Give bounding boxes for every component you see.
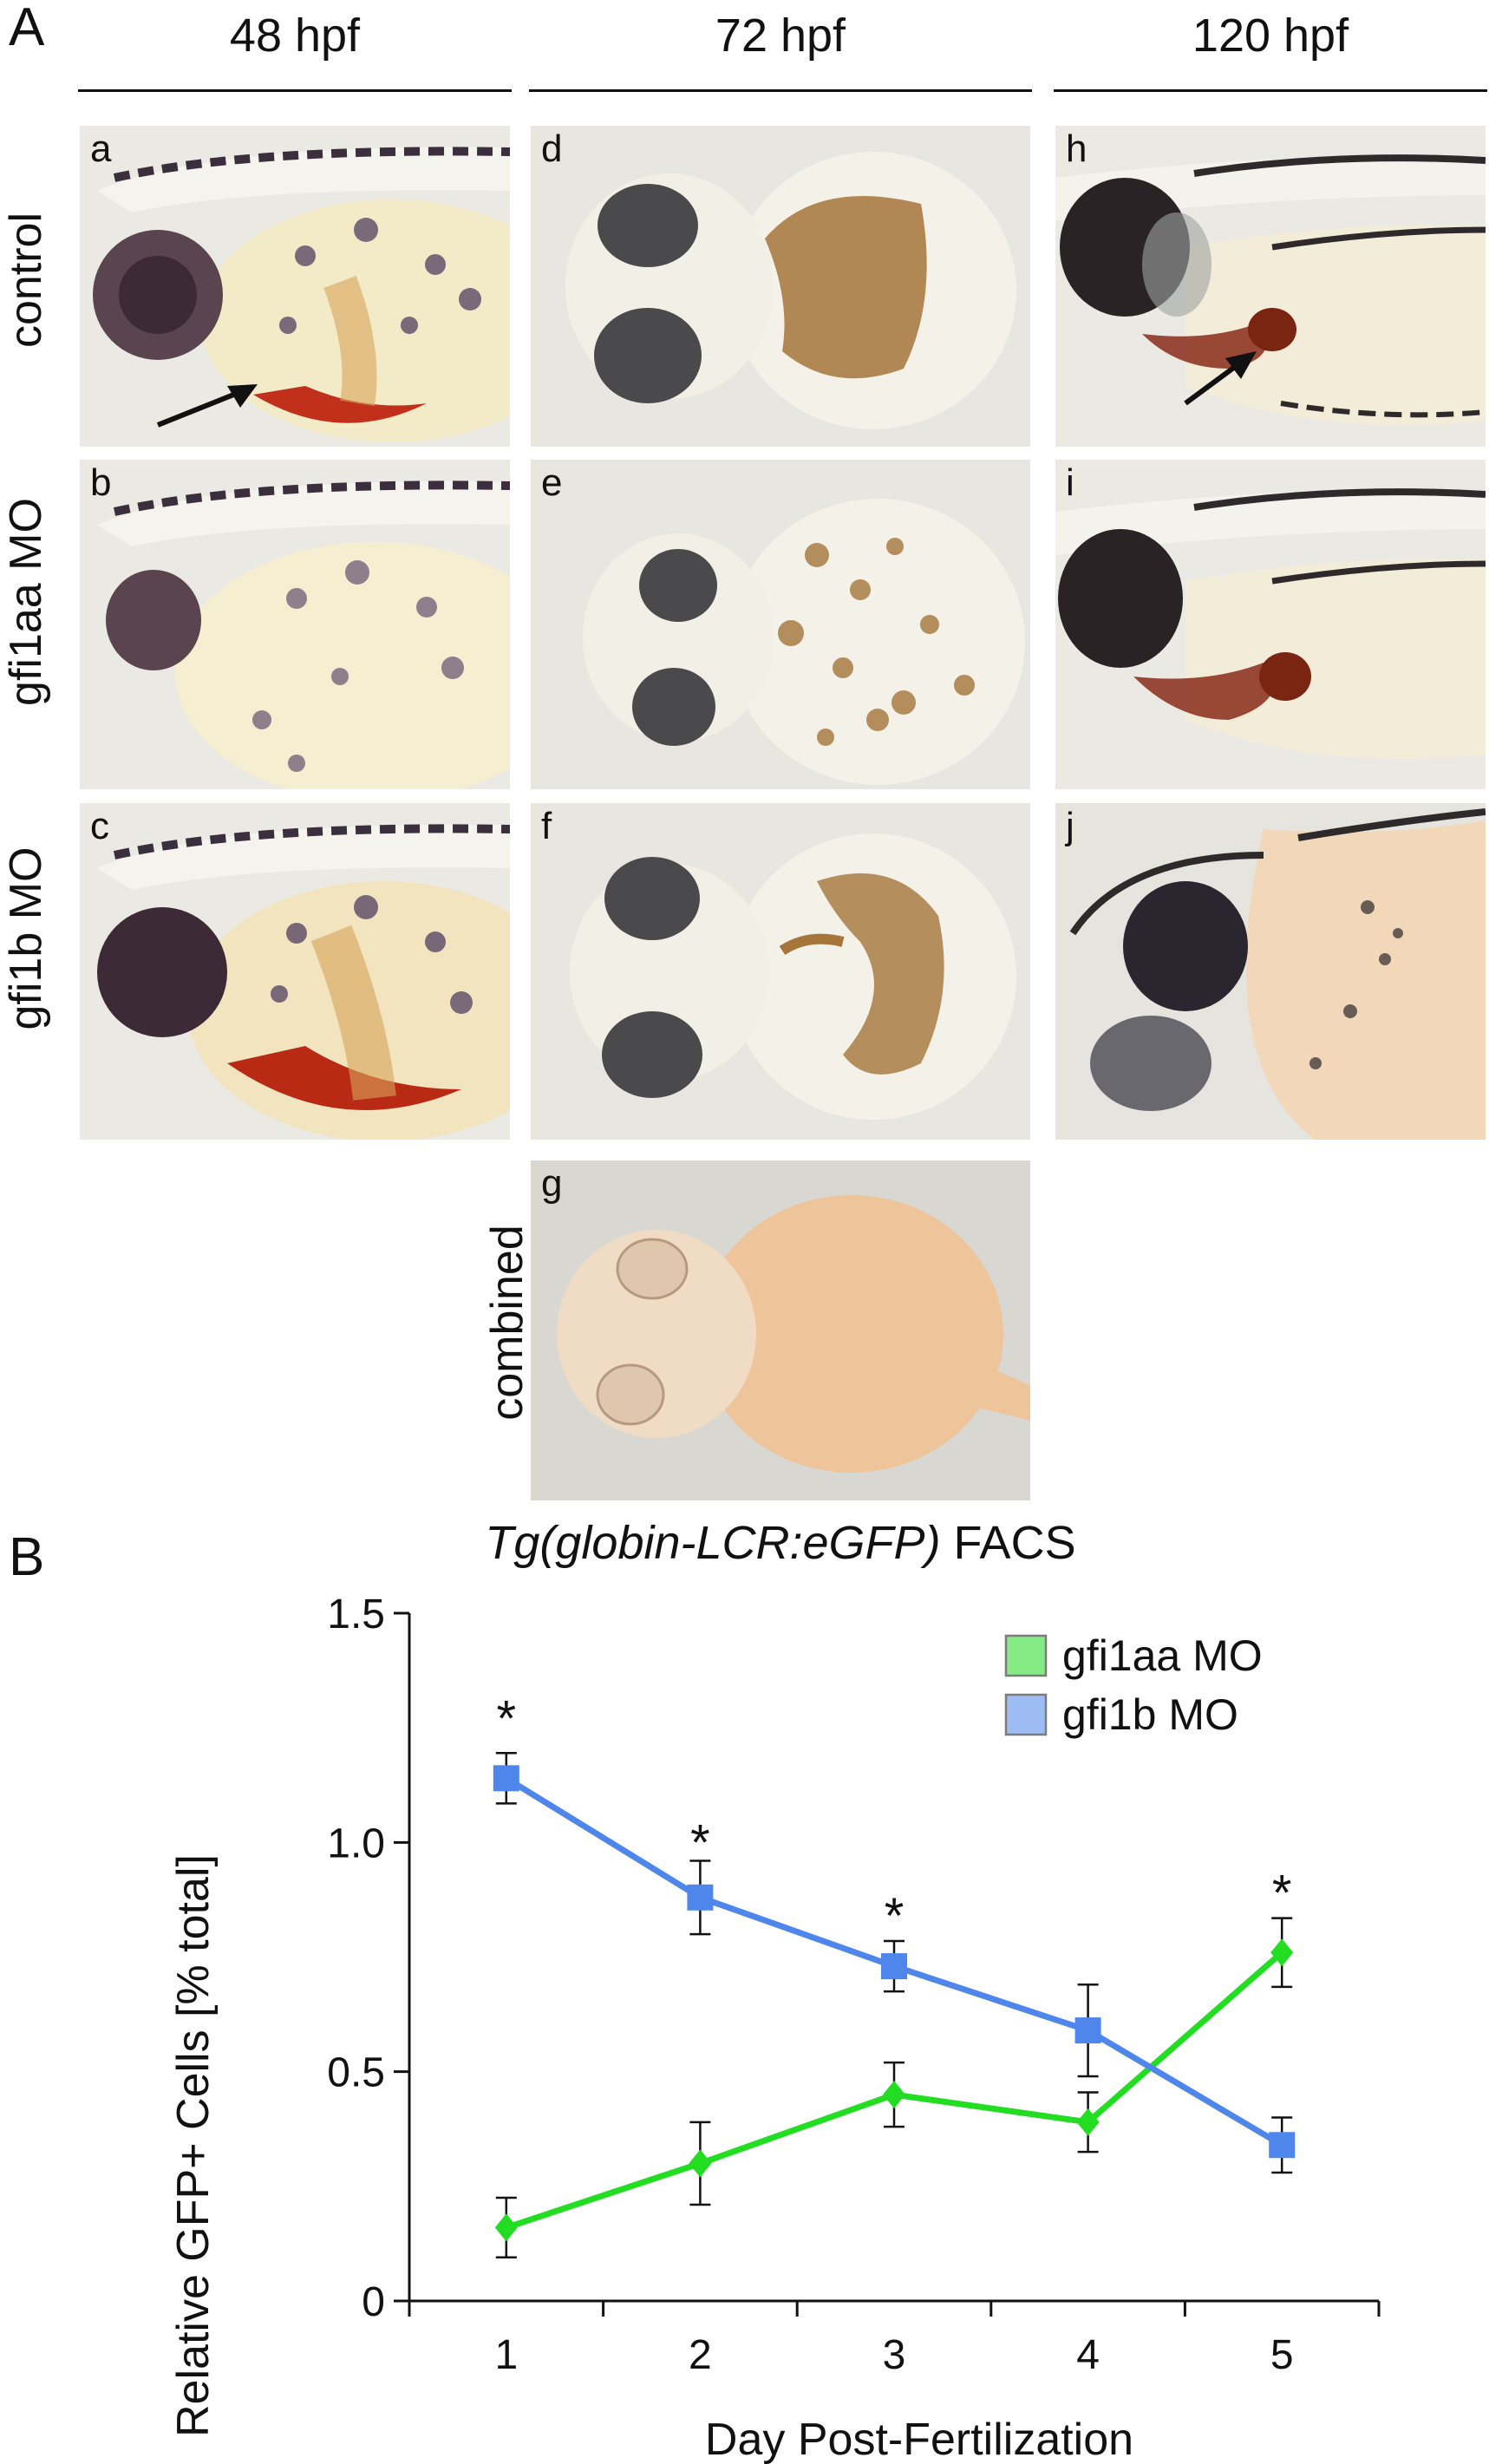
column-rule-48hpf: [78, 89, 512, 92]
data-point-square: [493, 1765, 519, 1792]
legend-item-1: gfi1aa MO: [1004, 1631, 1263, 1680]
image-e-gfi1aa-mo-72hpf: e: [531, 460, 1030, 789]
data-point-square: [1074, 2017, 1101, 2044]
image-f-gfi1b-mo-72hpf: f: [531, 803, 1030, 1140]
row-label-combined: combined: [482, 1225, 532, 1421]
legend-swatch: [1004, 1693, 1048, 1736]
y-tick-label: 1.0: [327, 1820, 385, 1866]
chart-title-rest: FACS: [941, 1522, 1076, 1569]
x-tick-label: 1: [494, 2332, 518, 2378]
x-tick-label: 3: [883, 2332, 906, 2378]
significance-star: *: [497, 1691, 517, 1748]
subpanel-letter-c: c: [90, 805, 109, 847]
larva-lateral-illustration: [1069, 808, 1486, 1140]
subpanel-letter-j: j: [1066, 805, 1074, 847]
data-point-diamond: [689, 2149, 712, 2178]
chart-title: Tg(globin-LCR:eGFP) FACS: [485, 1522, 1075, 1569]
chart-title-italic: Tg(globin-LCR:eGFP): [485, 1522, 940, 1569]
embryo-ventral-illustration: [583, 499, 1025, 785]
chart-axes: 0 0.5 1.0 1.5 1 2 3 4 5: [327, 1591, 1381, 2378]
subpanel-letter-e: e: [541, 461, 563, 504]
column-header-72hpf: 72 hpf: [715, 10, 846, 62]
significance-star: *: [690, 1814, 710, 1871]
embryo-lateral-illustration: [93, 147, 510, 442]
larva-lateral-illustration: [1055, 488, 1486, 759]
row-label-control: control: [1, 212, 51, 349]
image-c-gfi1b-mo-48hpf: c: [80, 803, 510, 1140]
significance-star: *: [1272, 1865, 1292, 1921]
gfp-facs-line-chart: Tg(globin-LCR:eGFP) FACS Relative GFP+ C…: [168, 1522, 1381, 2464]
image-d-control-72hpf: d: [531, 126, 1030, 447]
y-tick-label: 0: [362, 2279, 385, 2325]
data-point-diamond: [494, 2213, 518, 2242]
x-axis-label: Day Post-Fertilization: [705, 2415, 1133, 2464]
image-j-gfi1b-mo-120hpf: j: [1055, 803, 1486, 1140]
legend-swatch: [1004, 1634, 1048, 1677]
embryo-ventral-illustration: [557, 1195, 1030, 1473]
row-label-gfi1aa-mo: gfi1aa MO: [1, 498, 51, 706]
x-tick-label: 5: [1270, 2332, 1294, 2378]
row-label-gfi1b-mo: gfi1b MO: [1, 846, 51, 1030]
column-header-120hpf: 120 hpf: [1192, 10, 1349, 62]
data-point-square: [1269, 2132, 1296, 2159]
embryo-lateral-illustration: [97, 824, 510, 1140]
legend-item-2: gfi1b MO: [1004, 1690, 1238, 1739]
embryo-ventral-illustration: [570, 833, 1016, 1120]
y-tick-label: 0.5: [327, 2050, 385, 2096]
column-rule-120hpf: [1054, 89, 1487, 92]
significance-star: *: [885, 1888, 905, 1944]
subpanel-letter-f: f: [541, 805, 552, 847]
data-point-diamond: [1270, 1938, 1294, 1967]
data-point-square: [881, 1953, 907, 1980]
data-point-diamond: [1076, 2108, 1100, 2136]
chart-legend: gfi1aa MO gfi1b MO: [1004, 1631, 1263, 1739]
subpanel-letter-d: d: [541, 127, 563, 170]
y-axis-label: Relative GFP+ Cells [% total]: [168, 1854, 219, 2437]
larva-lateral-illustration: [1055, 154, 1486, 425]
image-a-control-48hpf: a: [80, 126, 510, 447]
subpanel-letter-h: h: [1066, 127, 1087, 170]
data-point-square: [687, 1884, 714, 1911]
embryo-lateral-illustration: [97, 480, 510, 789]
data-point-diamond: [883, 2081, 905, 2109]
panel-b-letter: B: [9, 1527, 45, 1587]
subpanel-letter-i: i: [1066, 461, 1074, 504]
x-tick-label: 2: [689, 2332, 712, 2378]
panel-a-letter: A: [9, 0, 45, 57]
legend-label: gfi1aa MO: [1062, 1631, 1263, 1680]
legend-label: gfi1b MO: [1062, 1690, 1238, 1739]
x-tick-label: 4: [1076, 2332, 1100, 2378]
image-h-control-120hpf: h: [1055, 126, 1486, 447]
image-b-gfi1aa-mo-48hpf: b: [80, 460, 510, 789]
column-rule-72hpf: [529, 89, 1032, 92]
column-header-48hpf: 48 hpf: [229, 10, 361, 62]
subpanel-letter-a: a: [90, 127, 112, 170]
image-i-gfi1aa-mo-120hpf: i: [1055, 460, 1486, 789]
embryo-ventral-illustration: [565, 152, 1016, 429]
image-g-combined-72hpf: g: [531, 1160, 1030, 1500]
chart-marks: * * * *: [493, 1691, 1296, 2259]
subpanel-letter-b: b: [90, 461, 112, 504]
subpanel-letter-g: g: [541, 1162, 563, 1205]
y-tick-label: 1.5: [327, 1591, 385, 1637]
